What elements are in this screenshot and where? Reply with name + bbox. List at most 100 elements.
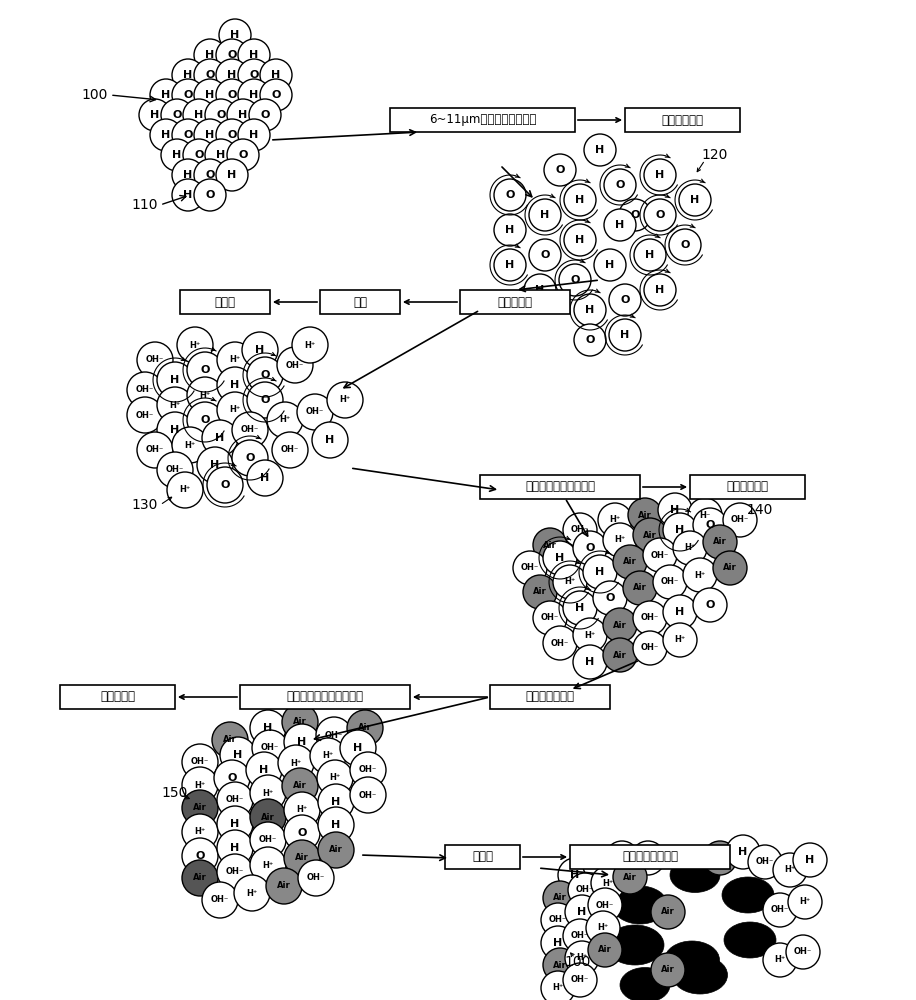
Ellipse shape — [613, 886, 668, 924]
Circle shape — [183, 139, 215, 171]
Circle shape — [350, 777, 386, 813]
Circle shape — [172, 79, 204, 111]
Circle shape — [282, 768, 318, 804]
Text: OH⁻: OH⁻ — [226, 867, 245, 876]
Ellipse shape — [722, 877, 774, 913]
Circle shape — [726, 835, 760, 869]
Text: H: H — [585, 305, 594, 315]
Text: OH⁻: OH⁻ — [146, 356, 164, 364]
Circle shape — [234, 875, 270, 911]
Text: O: O — [585, 335, 594, 345]
Text: H: H — [194, 110, 203, 120]
Circle shape — [247, 460, 283, 496]
Circle shape — [573, 618, 607, 652]
Text: O: O — [249, 70, 258, 80]
Circle shape — [529, 239, 561, 271]
Text: OH⁻: OH⁻ — [641, 644, 660, 652]
Circle shape — [238, 79, 270, 111]
Circle shape — [157, 412, 193, 448]
Circle shape — [316, 717, 352, 753]
Circle shape — [693, 508, 727, 542]
Text: H: H — [211, 460, 220, 470]
Circle shape — [284, 792, 320, 828]
Circle shape — [564, 184, 596, 216]
Ellipse shape — [606, 925, 664, 965]
Circle shape — [238, 39, 270, 71]
Text: O: O — [555, 165, 564, 175]
Circle shape — [669, 229, 701, 261]
Circle shape — [563, 963, 597, 997]
Text: H: H — [260, 473, 269, 483]
Circle shape — [172, 59, 204, 91]
Text: H: H — [675, 525, 684, 535]
Circle shape — [194, 79, 226, 111]
Circle shape — [533, 601, 567, 635]
Text: O: O — [605, 593, 615, 603]
Circle shape — [157, 452, 193, 488]
Circle shape — [150, 119, 182, 151]
Text: H⁺: H⁺ — [297, 806, 308, 814]
Text: H: H — [535, 285, 545, 295]
Ellipse shape — [672, 956, 727, 994]
Circle shape — [194, 59, 226, 91]
Text: H⁺: H⁺ — [246, 888, 257, 898]
Text: H: H — [555, 553, 564, 563]
Circle shape — [588, 888, 622, 922]
Text: Air: Air — [533, 587, 547, 596]
Text: O: O — [620, 295, 629, 305]
Circle shape — [137, 432, 173, 468]
Text: 磁共据装置: 磁共据装置 — [497, 296, 532, 308]
Text: O: O — [705, 520, 714, 530]
Text: OH⁻: OH⁻ — [306, 408, 324, 416]
Text: H: H — [354, 743, 363, 753]
Text: 140: 140 — [747, 503, 773, 517]
Text: 微细空气注入搞拌装置: 微细空气注入搞拌装置 — [525, 481, 595, 493]
Circle shape — [177, 327, 213, 363]
Text: O: O — [227, 773, 236, 783]
Circle shape — [127, 372, 163, 408]
Circle shape — [217, 806, 253, 842]
Circle shape — [284, 724, 320, 760]
Circle shape — [586, 911, 620, 945]
Circle shape — [187, 402, 223, 438]
Circle shape — [232, 412, 268, 448]
Text: H: H — [264, 723, 273, 733]
Circle shape — [139, 99, 171, 131]
Circle shape — [619, 199, 651, 231]
FancyBboxPatch shape — [240, 685, 410, 709]
Circle shape — [137, 342, 173, 378]
Text: OH⁻: OH⁻ — [660, 578, 679, 586]
Circle shape — [172, 179, 204, 211]
Text: 磁力流路变换机: 磁力流路变换机 — [526, 690, 574, 704]
Text: H⁺: H⁺ — [800, 898, 811, 906]
Text: H⁺: H⁺ — [564, 578, 575, 586]
Text: O: O — [172, 110, 181, 120]
Circle shape — [217, 782, 253, 818]
Text: Air: Air — [293, 782, 307, 790]
Circle shape — [563, 919, 597, 953]
Circle shape — [172, 427, 208, 463]
Text: H: H — [577, 907, 586, 917]
Text: H: H — [227, 70, 236, 80]
Text: H: H — [575, 195, 584, 205]
Text: OH⁻: OH⁻ — [551, 639, 569, 648]
Text: Air: Air — [714, 854, 727, 862]
Circle shape — [347, 710, 383, 746]
FancyBboxPatch shape — [490, 685, 610, 709]
Text: Air: Air — [295, 854, 309, 862]
Text: O: O — [506, 190, 515, 200]
Circle shape — [628, 498, 662, 532]
Circle shape — [604, 169, 636, 201]
Text: H: H — [553, 938, 562, 948]
Circle shape — [574, 324, 606, 356]
Circle shape — [194, 159, 226, 191]
FancyBboxPatch shape — [570, 845, 730, 869]
Circle shape — [564, 224, 596, 256]
Text: H: H — [691, 195, 700, 205]
Text: Air: Air — [623, 872, 637, 882]
Circle shape — [217, 854, 253, 890]
Circle shape — [340, 730, 376, 766]
Text: H: H — [215, 433, 224, 443]
FancyBboxPatch shape — [180, 290, 270, 314]
Text: 120: 120 — [702, 148, 728, 162]
